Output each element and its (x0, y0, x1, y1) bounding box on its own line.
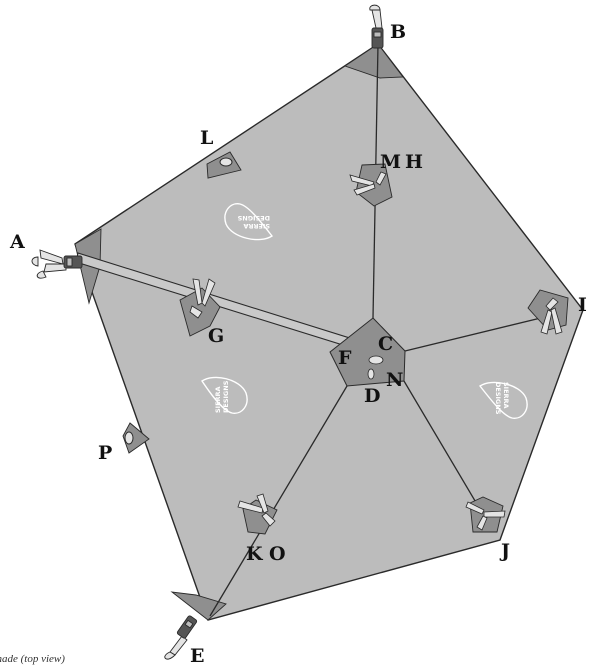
label-a: A (9, 231, 25, 253)
side-patch-p (122, 422, 150, 454)
logo-top-line2: DESIGNS (237, 214, 270, 222)
label-c: C (378, 333, 393, 355)
logo-right-line1: SIERRA (502, 382, 510, 409)
tie-f-center (367, 355, 384, 380)
seam-to-e (209, 385, 348, 617)
logo-right: SIERRA DESIGNS (478, 381, 528, 419)
buckle-e (164, 615, 198, 660)
label-l: L (200, 127, 213, 149)
loop-p (124, 431, 134, 445)
seam-to-j (403, 380, 485, 517)
buckle-b (369, 4, 384, 49)
label-j: J (499, 540, 510, 562)
logo-left-line2: DESIGNS (222, 380, 230, 413)
label-d: D (364, 385, 380, 407)
caption: Shade (top view) (0, 653, 65, 665)
logo-left-line1: SIERRA (214, 386, 222, 413)
label-p: P (98, 442, 112, 464)
label-k: K (246, 543, 264, 565)
label-h: H (405, 151, 423, 173)
logo-left: SIERRA DESIGNS (201, 376, 248, 414)
tie-m-h (349, 171, 387, 196)
tie-j (465, 501, 506, 531)
label-f: F (338, 347, 352, 369)
seam-to-i (404, 315, 550, 352)
corner-patch-b (343, 43, 404, 79)
buckle-a (31, 249, 83, 279)
logo-top-line1: SIERRA (243, 222, 270, 230)
label-m: M (380, 151, 401, 173)
label-n: N (386, 369, 403, 391)
logo-top: SIERRA DESIGNS (224, 203, 274, 241)
tie-i (540, 297, 563, 335)
label-b: B (390, 21, 406, 43)
label-i: I (578, 294, 587, 316)
logo-right-line2: DESIGNS (494, 382, 502, 415)
tie-k (237, 493, 276, 527)
label-g: G (208, 325, 224, 347)
tie-g (189, 278, 216, 319)
label-o: O (269, 543, 286, 565)
label-e: E (190, 645, 204, 666)
loop-l (219, 157, 233, 167)
center-hub (329, 317, 406, 387)
